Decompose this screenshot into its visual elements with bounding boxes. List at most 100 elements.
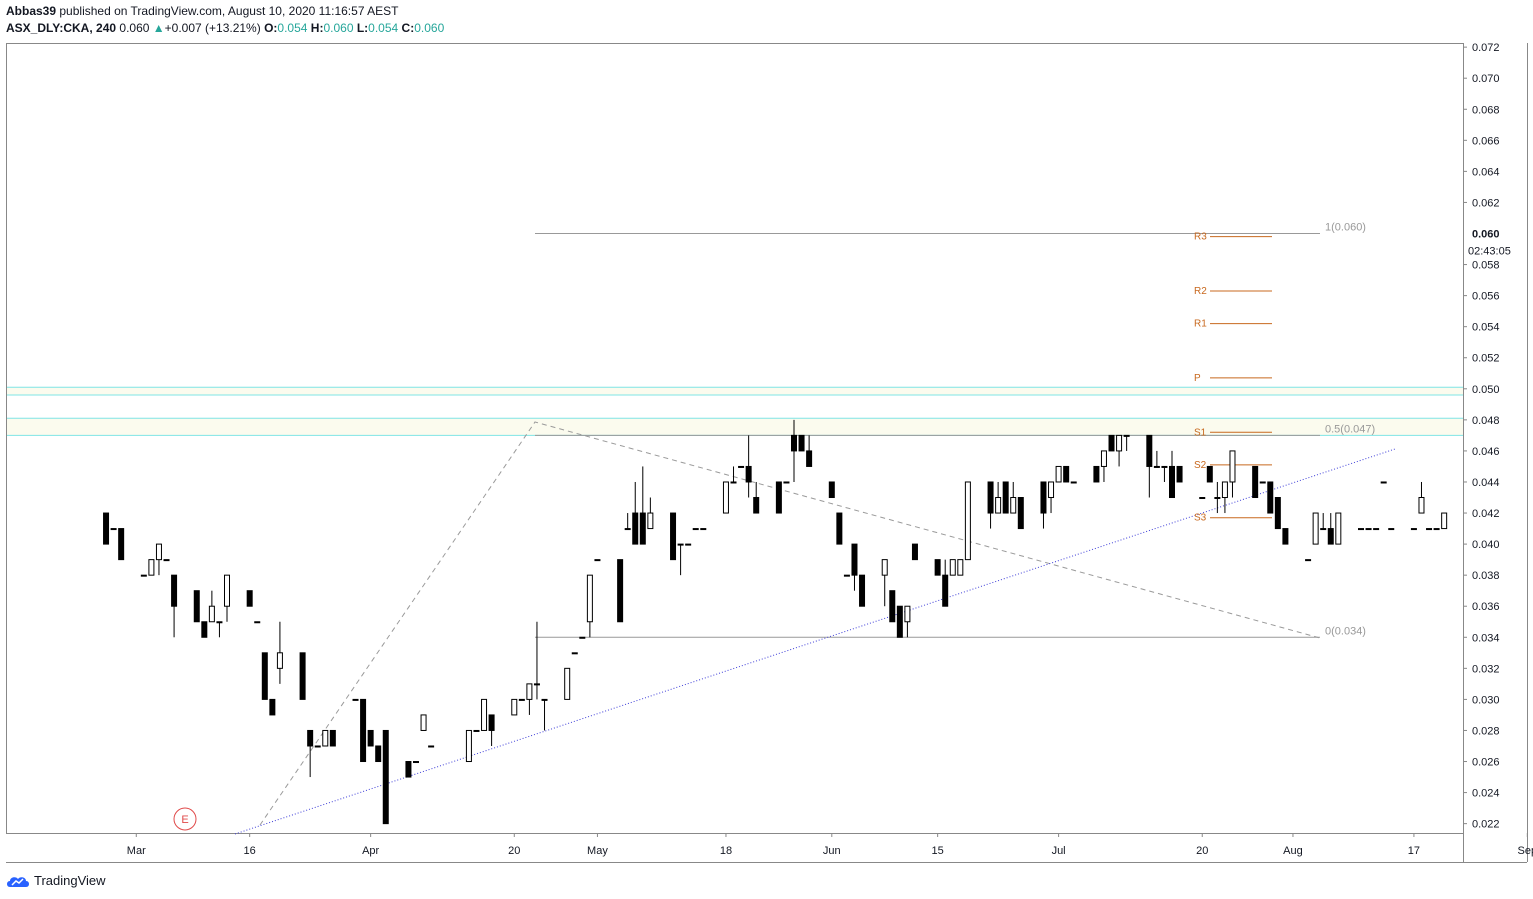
candle-body	[1002, 481, 1009, 514]
close-value: 0.060	[414, 21, 445, 35]
candle-body	[314, 745, 321, 748]
candle-body	[670, 512, 677, 561]
fib-zigzag-line	[259, 421, 1321, 826]
candle	[541, 698, 548, 731]
candle-body	[276, 652, 283, 669]
candle-body	[586, 574, 593, 623]
candle-body	[798, 434, 805, 452]
candle-body	[1229, 450, 1236, 483]
candle-body	[246, 590, 253, 607]
candle	[934, 559, 941, 576]
price-tick-label: 0.056	[1472, 291, 1500, 303]
candle-body	[624, 528, 631, 531]
candle-body	[1267, 481, 1274, 514]
candle	[1274, 497, 1281, 530]
candle	[533, 621, 540, 700]
open-value: 0.054	[277, 21, 308, 35]
candle	[1327, 513, 1334, 545]
candle-body	[465, 729, 472, 763]
candle-body	[843, 574, 850, 577]
candle	[964, 481, 971, 561]
time-tick-label: Aug	[1283, 845, 1303, 857]
candle-body	[995, 497, 1002, 514]
time-tick-label: Sep	[1518, 845, 1533, 857]
candle-body	[881, 559, 888, 576]
candle	[329, 729, 336, 747]
candle-body	[155, 543, 162, 561]
candle	[246, 590, 253, 607]
candle-body	[859, 574, 866, 607]
candle	[1153, 450, 1160, 468]
earnings-event-icon[interactable]: E	[173, 807, 197, 831]
candle	[224, 574, 230, 622]
price-tick-label: 0.066	[1472, 135, 1500, 147]
price-tick-label: 0.022	[1472, 819, 1500, 831]
candle-body	[1305, 559, 1312, 562]
candle	[1320, 513, 1327, 531]
price-tick-label: 0.062	[1472, 197, 1500, 209]
candle	[730, 466, 737, 484]
candle-body	[541, 698, 548, 701]
candle	[571, 652, 578, 655]
candle	[511, 698, 518, 716]
candle	[624, 513, 631, 531]
price-tick-label: 0.070	[1472, 73, 1500, 85]
candle-body	[1410, 528, 1417, 531]
candle-body	[806, 450, 813, 467]
candle	[647, 497, 654, 530]
price-axis[interactable]: 0.022 0.024 0.026 0.028 0.030 0.032 0.034 0.036…	[1463, 42, 1526, 831]
price-tick-label: 0.048	[1472, 415, 1500, 427]
candle-body	[1312, 512, 1319, 545]
candle	[1229, 450, 1236, 498]
candle	[254, 621, 261, 624]
candle-body	[533, 683, 540, 686]
candle-body	[1169, 465, 1175, 499]
candle	[1433, 528, 1440, 531]
candle-body	[473, 729, 480, 732]
time-tick-label: 18	[720, 845, 732, 857]
candle-body	[1418, 497, 1425, 514]
candle-body	[617, 559, 624, 623]
zone-fill	[7, 387, 1463, 396]
price-tick-label: 0.026	[1472, 757, 1500, 769]
candle	[1176, 465, 1183, 483]
candle	[488, 714, 495, 746]
candle	[1146, 434, 1153, 498]
candle	[322, 729, 329, 747]
candle	[836, 512, 843, 545]
candle	[1169, 450, 1175, 499]
labels-layer: 1(0.060) 0.5(0.047) 0(0.034) R3 R2 R1 P S1 S2 S3	[1194, 222, 1375, 638]
candle-body	[1274, 497, 1281, 530]
fib-level-label: 1(0.060)	[1325, 222, 1366, 234]
candle-body	[964, 481, 971, 561]
candle	[208, 590, 215, 623]
tradingview-brand[interactable]: TradingView	[6, 873, 106, 888]
candle	[148, 559, 155, 576]
price-tick-label: 0.058	[1472, 260, 1500, 272]
price-tick-label: 0.042	[1472, 508, 1500, 520]
candle	[745, 435, 752, 498]
candle	[775, 481, 782, 514]
candle-body	[405, 761, 412, 778]
candle-body	[110, 528, 117, 531]
candle	[1267, 481, 1274, 514]
candle	[428, 745, 435, 748]
time-tick-label: 15	[932, 845, 944, 857]
publish-info: Abbas39 published on TradingView.com, Au…	[6, 4, 399, 18]
candle-body	[1282, 528, 1289, 545]
candle	[405, 761, 412, 778]
candle-body	[1214, 497, 1221, 500]
time-tick-label: Jul	[1052, 845, 1066, 857]
time-axis[interactable]: Mar 16 Apr 20 May 18 Jun 15 Jul 20 Aug 17 Sep	[127, 833, 1533, 857]
candle	[753, 481, 760, 514]
candle-body	[1199, 497, 1206, 500]
candle-body	[783, 481, 790, 484]
candle	[806, 435, 813, 467]
candle	[1441, 512, 1448, 530]
candle	[1426, 528, 1433, 531]
candle-body	[911, 543, 918, 561]
candle	[216, 621, 223, 638]
candle-body	[1252, 465, 1259, 499]
candle-body	[201, 621, 208, 638]
